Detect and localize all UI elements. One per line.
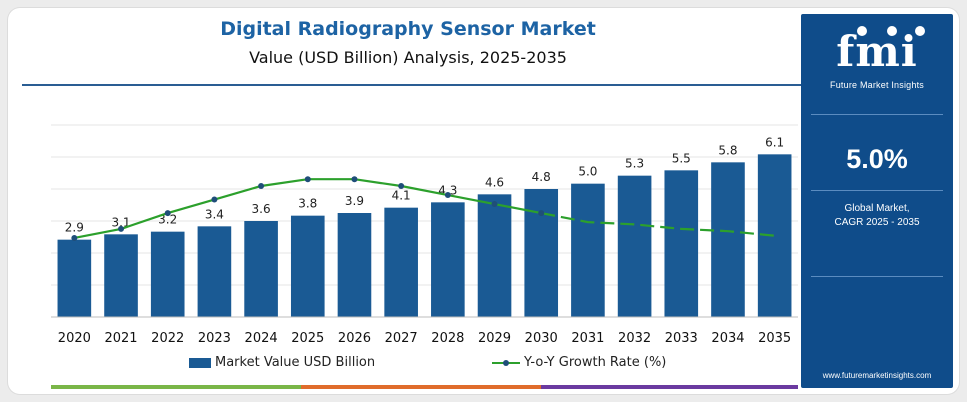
legend-label-line: Y-o-Y Growth Rate (%) bbox=[524, 355, 667, 370]
logo-dot-icon bbox=[915, 26, 925, 36]
cagr-value: 5.0% bbox=[846, 144, 908, 174]
x-tick-label: 2034 bbox=[711, 331, 744, 346]
bar-2035 bbox=[757, 154, 792, 317]
x-tick-label: 2035 bbox=[758, 331, 791, 346]
growth-point bbox=[258, 182, 265, 189]
x-tick-label: 2022 bbox=[151, 331, 184, 346]
x-tick-label: 2023 bbox=[198, 331, 231, 346]
logo-dot-icon bbox=[887, 26, 897, 36]
chart-subtitle: Value (USD Billion) Analysis, 2025-2035 bbox=[249, 48, 567, 67]
bar-value-label: 5.5 bbox=[672, 151, 691, 165]
logo-text: fmi bbox=[836, 27, 918, 76]
growth-point bbox=[398, 182, 405, 189]
bar-2026 bbox=[337, 213, 372, 317]
growth-point bbox=[211, 196, 218, 203]
chart-legend: Market Value USD Billion Y-o-Y Growth Ra… bbox=[8, 355, 808, 375]
logo-subtitle: Future Market Insights bbox=[830, 80, 924, 90]
x-tick-label: 2024 bbox=[245, 331, 278, 346]
legend-swatch-bar bbox=[189, 357, 211, 368]
x-tick-label: 2031 bbox=[571, 331, 604, 346]
x-tick-label: 2029 bbox=[478, 331, 511, 346]
x-tick-label: 2020 bbox=[58, 331, 91, 346]
title-divider bbox=[22, 84, 806, 86]
bar-value-label: 5.8 bbox=[718, 143, 737, 157]
legend-item-growth-rate: Y-o-Y Growth Rate (%) bbox=[492, 355, 666, 370]
x-tick-label: 2021 bbox=[104, 331, 137, 346]
x-tick-label: 2032 bbox=[618, 331, 651, 346]
logo-dot-icon bbox=[857, 26, 867, 36]
bar-2023 bbox=[197, 226, 232, 317]
growth-point bbox=[164, 210, 171, 217]
fmi-logo: fmi Future Market Insights bbox=[801, 22, 953, 90]
cagr-label-market: Global Market, bbox=[844, 203, 910, 214]
bar-value-label: 4.6 bbox=[485, 175, 504, 189]
bar-2033 bbox=[664, 170, 699, 317]
x-tick-label: 2028 bbox=[431, 331, 464, 346]
accent-bar-green bbox=[51, 385, 301, 389]
x-tick-label: 2033 bbox=[665, 331, 698, 346]
x-tick-label: 2030 bbox=[525, 331, 558, 346]
x-tick-label: 2027 bbox=[385, 331, 418, 346]
bar-2021 bbox=[104, 234, 138, 317]
bar-2020 bbox=[57, 239, 92, 317]
bar-2022 bbox=[150, 231, 185, 317]
growth-point bbox=[491, 201, 498, 208]
x-tick-label: 2026 bbox=[338, 331, 371, 346]
x-tick-label: 2025 bbox=[291, 331, 324, 346]
bar-value-label: 5.3 bbox=[625, 157, 644, 171]
growth-point bbox=[538, 210, 545, 217]
bar-value-label: 6.1 bbox=[765, 135, 784, 149]
accent-bar-purple bbox=[541, 385, 798, 389]
bar-value-label: 5.0 bbox=[578, 165, 597, 179]
growth-point bbox=[351, 176, 358, 183]
bar-2031 bbox=[571, 183, 605, 317]
bar-value-label: 4.8 bbox=[532, 170, 551, 184]
panel-divider bbox=[811, 276, 943, 277]
panel-divider bbox=[811, 190, 943, 191]
growth-point bbox=[304, 176, 311, 183]
chart-card: Digital Radiography Sensor Market Value … bbox=[8, 8, 959, 394]
bar-value-label: 3.6 bbox=[252, 202, 271, 216]
bar-2029 bbox=[477, 194, 512, 317]
website-url: www.futuremarketinsights.com bbox=[822, 371, 932, 380]
bar-2030 bbox=[524, 189, 559, 317]
bar-value-label: 3.8 bbox=[298, 197, 317, 211]
bar-value-label: 4.1 bbox=[392, 189, 411, 203]
summary-panel: fmi Future Market Insights 5.0% Global M… bbox=[801, 14, 953, 388]
bar-2024 bbox=[244, 221, 278, 317]
growth-point bbox=[444, 192, 451, 199]
growth-point bbox=[118, 225, 125, 232]
chart-title: Digital Radiography Sensor Market bbox=[220, 18, 596, 40]
bar-2034 bbox=[711, 162, 745, 317]
chart-plot: 2.9 2020 3.1 2021 3.2 2022 3.4 2023 3.6 2024 3.8 20… bbox=[51, 124, 798, 346]
legend-swatch-line bbox=[492, 358, 520, 368]
bar-2028 bbox=[431, 202, 465, 317]
bar-2025 bbox=[290, 215, 325, 317]
bar-value-label: 2.9 bbox=[65, 221, 84, 235]
accent-bar-orange bbox=[301, 385, 541, 389]
growth-point bbox=[71, 234, 78, 241]
bar-2027 bbox=[384, 207, 418, 317]
bar-value-label: 3.1 bbox=[111, 215, 130, 229]
legend-label-bars: Market Value USD Billion bbox=[215, 355, 376, 370]
panel-divider bbox=[811, 114, 943, 115]
cagr-label-period: CAGR 2025 - 2035 bbox=[834, 217, 920, 228]
bar-value-label: 3.4 bbox=[205, 207, 224, 221]
bar-value-label: 3.9 bbox=[345, 194, 364, 208]
bar-2032 bbox=[617, 175, 652, 317]
bar-value-label: 3.2 bbox=[158, 213, 177, 227]
legend-item-market-value: Market Value USD Billion bbox=[189, 355, 375, 370]
